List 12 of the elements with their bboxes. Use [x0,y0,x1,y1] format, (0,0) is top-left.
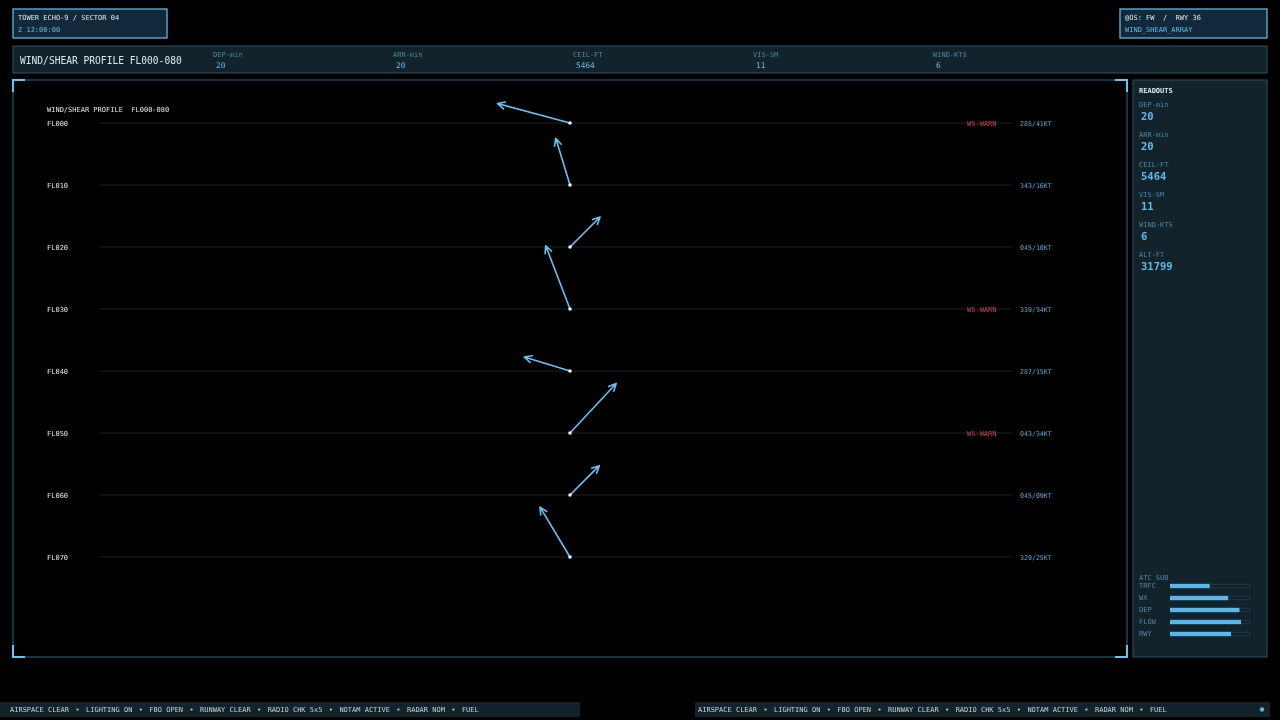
bar [1170,583,1210,589]
data-label: 31799 [1141,260,1173,272]
data-label: 6 [1141,230,1148,242]
data-label: 5464 [1141,170,1167,182]
data-label: 11 [1141,200,1154,212]
data-label: 20 [1141,110,1154,122]
bar [1170,595,1229,601]
bar [1170,631,1232,637]
bar [1170,607,1240,613]
text: WIND/SHEAR PROFILE FL000-080 [20,54,182,66]
bar [1170,619,1241,625]
data-label: 20 [1141,140,1154,152]
